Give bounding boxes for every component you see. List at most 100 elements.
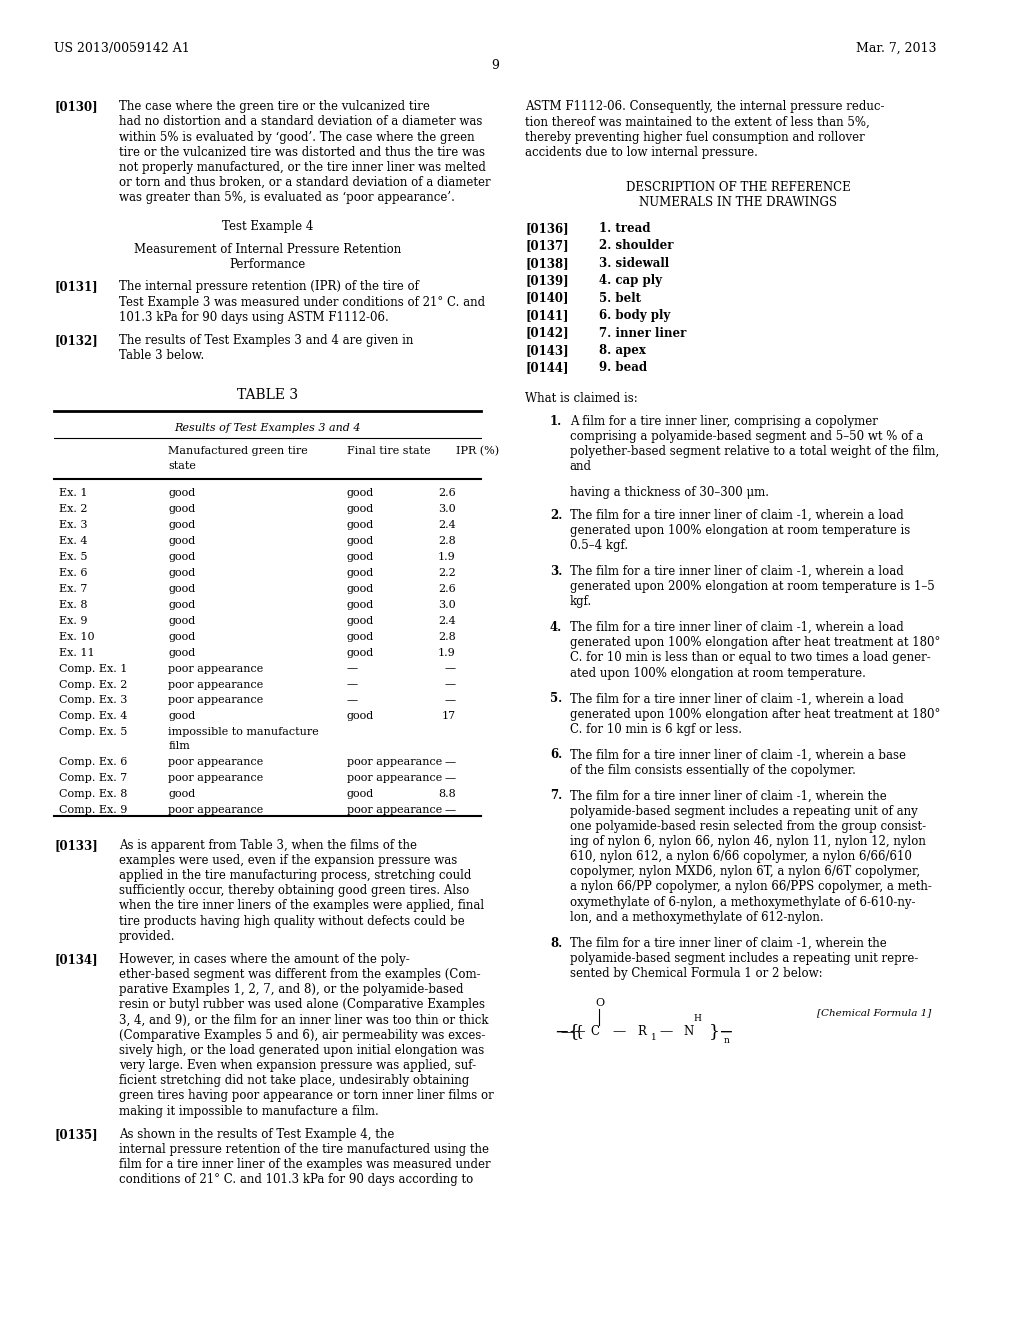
Text: }−: }− bbox=[709, 1023, 734, 1040]
Text: Final tire state: Final tire state bbox=[347, 446, 430, 455]
Text: poor appearance: poor appearance bbox=[169, 680, 264, 689]
Text: Ex. 4: Ex. 4 bbox=[59, 536, 88, 546]
Text: good: good bbox=[169, 648, 196, 657]
Text: Results of Test Examples 3 and 4: Results of Test Examples 3 and 4 bbox=[174, 422, 360, 433]
Text: good: good bbox=[347, 632, 374, 642]
Text: The film for a tire inner liner of claim ­1, wherein a base: The film for a tire inner liner of claim… bbox=[569, 748, 906, 762]
Text: H: H bbox=[693, 1014, 701, 1023]
Text: 2. shoulder: 2. shoulder bbox=[599, 239, 674, 252]
Text: one polyamide-based resin selected from the group consist-: one polyamide-based resin selected from … bbox=[569, 820, 926, 833]
Text: 0.5–4 kgf.: 0.5–4 kgf. bbox=[569, 540, 628, 552]
Text: generated upon 100% elongation after heat treatment at 180°: generated upon 100% elongation after hea… bbox=[569, 636, 940, 649]
Text: was greater than 5%, is evaluated as ‘poor appearance’.: was greater than 5%, is evaluated as ‘po… bbox=[119, 191, 455, 205]
Text: good: good bbox=[347, 583, 374, 594]
Text: Ex. 9: Ex. 9 bbox=[59, 615, 88, 626]
Text: 6.: 6. bbox=[550, 748, 562, 762]
Text: —: — bbox=[444, 756, 456, 767]
Text: —: — bbox=[347, 664, 358, 673]
Text: 2.6: 2.6 bbox=[438, 488, 456, 498]
Text: [0139]: [0139] bbox=[525, 275, 568, 288]
Text: tion thereof was maintained to the extent of less than 5%,: tion thereof was maintained to the exten… bbox=[525, 115, 870, 128]
Text: [0135]: [0135] bbox=[54, 1127, 98, 1140]
Text: What is claimed is:: What is claimed is: bbox=[525, 392, 638, 405]
Text: NUMERALS IN THE DRAWINGS: NUMERALS IN THE DRAWINGS bbox=[639, 195, 838, 209]
Text: examples were used, even if the expansion pressure was: examples were used, even if the expansio… bbox=[119, 854, 457, 867]
Text: poor appearance: poor appearance bbox=[169, 774, 264, 783]
Text: generated upon 100% elongation after heat treatment at 180°: generated upon 100% elongation after hea… bbox=[569, 708, 940, 721]
Text: resin or butyl rubber was used alone (Comparative Examples: resin or butyl rubber was used alone (Co… bbox=[119, 998, 485, 1011]
Text: poor appearance: poor appearance bbox=[347, 805, 442, 814]
Text: The results of Test Examples 3 and 4 are given in: The results of Test Examples 3 and 4 are… bbox=[119, 334, 414, 347]
Text: or torn and thus broken, or a standard deviation of a diameter: or torn and thus broken, or a standard d… bbox=[119, 177, 490, 189]
Text: generated upon 100% elongation at room temperature is: generated upon 100% elongation at room t… bbox=[569, 524, 910, 537]
Text: polyether-based segment relative to a total weight of the film,: polyether-based segment relative to a to… bbox=[569, 445, 939, 458]
Text: ing of nylon 6, nylon 66, nylon 46, nylon 11, nylon 12, nylon: ing of nylon 6, nylon 66, nylon 46, nylo… bbox=[569, 836, 926, 847]
Text: Measurement of Internal Pressure Retention: Measurement of Internal Pressure Retenti… bbox=[134, 243, 401, 256]
Text: [0144]: [0144] bbox=[525, 362, 568, 375]
Text: applied in the tire manufacturing process, stretching could: applied in the tire manufacturing proces… bbox=[119, 869, 471, 882]
Text: sively high, or the load generated upon initial elongation was: sively high, or the load generated upon … bbox=[119, 1044, 484, 1057]
Text: good: good bbox=[169, 568, 196, 578]
Text: good: good bbox=[347, 568, 374, 578]
Text: good: good bbox=[169, 711, 196, 722]
Text: good: good bbox=[347, 520, 374, 531]
Text: 17: 17 bbox=[441, 711, 456, 722]
Text: polyamide-based segment includes a repeating unit repre-: polyamide-based segment includes a repea… bbox=[569, 952, 919, 965]
Text: C: C bbox=[590, 1024, 599, 1038]
Text: [0137]: [0137] bbox=[525, 239, 568, 252]
Text: conditions of 21° C. and 101.3 kPa for 90 days according to: conditions of 21° C. and 101.3 kPa for 9… bbox=[119, 1173, 473, 1187]
Text: provided.: provided. bbox=[119, 929, 175, 942]
Text: —: — bbox=[444, 696, 456, 705]
Text: good: good bbox=[347, 504, 374, 515]
Text: Comp. Ex. 7: Comp. Ex. 7 bbox=[59, 774, 128, 783]
Text: A film for a tire inner liner, comprising a copolymer: A film for a tire inner liner, comprisin… bbox=[569, 414, 878, 428]
Text: good: good bbox=[347, 552, 374, 562]
Text: [0130]: [0130] bbox=[54, 100, 98, 114]
Text: a nylon 66/PP copolymer, a nylon 66/PPS copolymer, a meth-: a nylon 66/PP copolymer, a nylon 66/PPS … bbox=[569, 880, 932, 894]
Text: thereby preventing higher fuel consumption and rollover: thereby preventing higher fuel consumpti… bbox=[525, 131, 865, 144]
Text: good: good bbox=[169, 488, 196, 498]
Text: The film for a tire inner liner of claim ­1, wherein a load: The film for a tire inner liner of claim… bbox=[569, 622, 903, 634]
Text: —: — bbox=[444, 805, 456, 814]
Text: poor appearance: poor appearance bbox=[347, 774, 442, 783]
Text: Ex. 10: Ex. 10 bbox=[59, 632, 95, 642]
Text: sufficiently occur, thereby obtaining good green tires. Also: sufficiently occur, thereby obtaining go… bbox=[119, 884, 469, 898]
Text: and: and bbox=[569, 461, 592, 474]
Text: Comp. Ex. 9: Comp. Ex. 9 bbox=[59, 805, 128, 814]
Text: [0134]: [0134] bbox=[54, 953, 98, 966]
Text: 9. bead: 9. bead bbox=[599, 362, 647, 375]
Text: good: good bbox=[169, 536, 196, 546]
Text: sented by Chemical Formula 1 or 2 below:: sented by Chemical Formula 1 or 2 below: bbox=[569, 968, 822, 979]
Text: good: good bbox=[347, 536, 374, 546]
Text: impossible to manufacture: impossible to manufacture bbox=[169, 727, 319, 738]
Text: —: — bbox=[347, 696, 358, 705]
Text: very large. Even when expansion pressure was applied, suf-: very large. Even when expansion pressure… bbox=[119, 1059, 476, 1072]
Text: copolymer, nylon MXD6, nylon 6T, a nylon 6/6T copolymer,: copolymer, nylon MXD6, nylon 6T, a nylon… bbox=[569, 866, 920, 878]
Text: O: O bbox=[595, 998, 604, 1007]
Text: The film for a tire inner liner of claim ­1, wherein a load: The film for a tire inner liner of claim… bbox=[569, 510, 903, 521]
Text: The case where the green tire or the vulcanized tire: The case where the green tire or the vul… bbox=[119, 100, 430, 114]
Text: 4.: 4. bbox=[550, 622, 562, 634]
Text: [0143]: [0143] bbox=[525, 345, 568, 356]
Text: 2.2: 2.2 bbox=[438, 568, 456, 578]
Text: Ex. 3: Ex. 3 bbox=[59, 520, 88, 531]
Text: C. for 10 min is 6 kgf or less.: C. for 10 min is 6 kgf or less. bbox=[569, 723, 741, 735]
Text: 1. tread: 1. tread bbox=[599, 222, 651, 235]
Text: of the film consists essentially of the copolymer.: of the film consists essentially of the … bbox=[569, 764, 856, 776]
Text: Ex. 8: Ex. 8 bbox=[59, 599, 88, 610]
Text: [0133]: [0133] bbox=[54, 838, 98, 851]
Text: 7. inner liner: 7. inner liner bbox=[599, 326, 687, 339]
Text: good: good bbox=[347, 648, 374, 657]
Text: lon, and a methoxymethylate of 612-nylon.: lon, and a methoxymethylate of 612-nylon… bbox=[569, 911, 823, 924]
Text: [Chemical Formula 1]: [Chemical Formula 1] bbox=[817, 1008, 932, 1018]
Text: —: — bbox=[570, 1024, 585, 1039]
Text: tire or the vulcanized tire was distorted and thus the tire was: tire or the vulcanized tire was distorte… bbox=[119, 145, 485, 158]
Text: Ex. 5: Ex. 5 bbox=[59, 552, 88, 562]
Text: good: good bbox=[169, 520, 196, 531]
Text: As is apparent from Table 3, when the films of the: As is apparent from Table 3, when the fi… bbox=[119, 838, 417, 851]
Text: 101.3 kPa for 90 days using ASTM F1112-06.: 101.3 kPa for 90 days using ASTM F1112-0… bbox=[119, 310, 389, 323]
Text: 8.8: 8.8 bbox=[438, 789, 456, 799]
Text: not properly manufactured, or the tire inner liner was melted: not properly manufactured, or the tire i… bbox=[119, 161, 485, 174]
Text: internal pressure retention of the tire manufactured using the: internal pressure retention of the tire … bbox=[119, 1143, 488, 1156]
Text: —: — bbox=[444, 774, 456, 783]
